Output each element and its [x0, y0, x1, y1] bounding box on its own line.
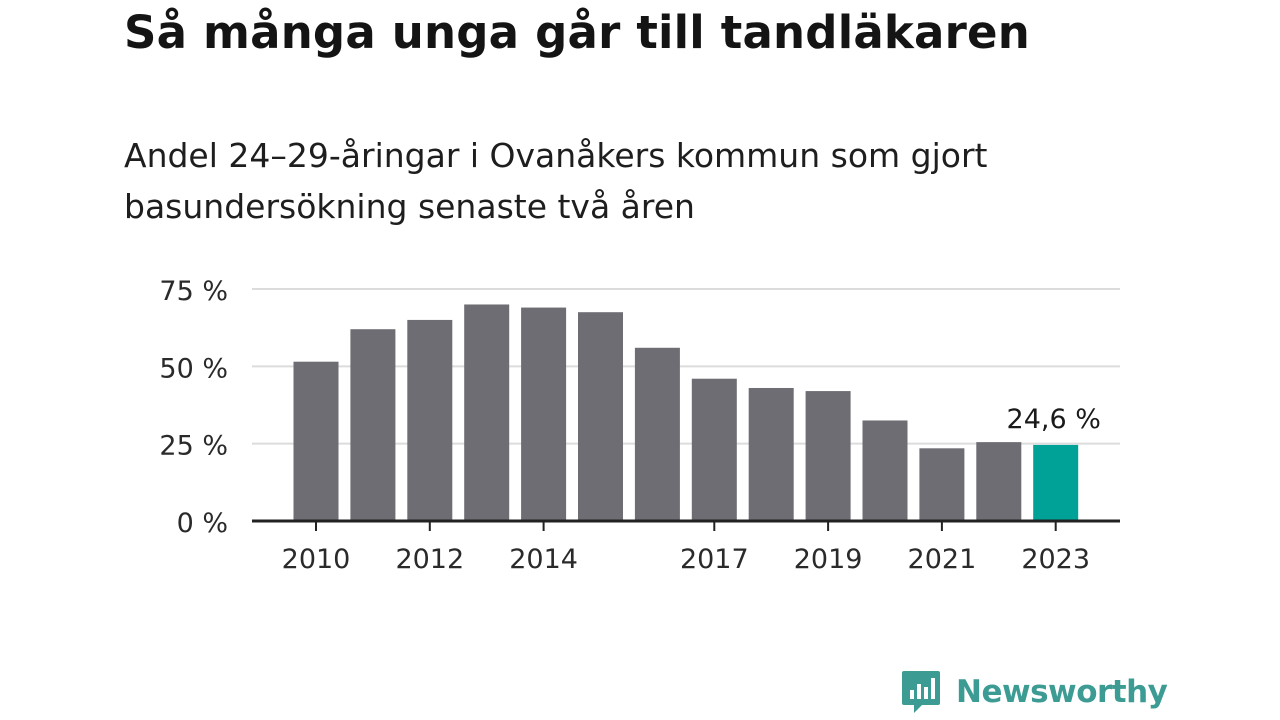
bar: [521, 307, 567, 521]
bar: [919, 448, 965, 521]
y-tick-label: 25 %: [159, 431, 228, 462]
bar-chart: 0 % 25 % 50 % 75 % 2010 2012 2014 2017 2019 2021 2…: [159, 276, 1120, 575]
x-tick-label: 2017: [680, 544, 749, 575]
bar: [578, 312, 623, 521]
y-tick-label: 75 %: [159, 276, 228, 307]
bar: [350, 329, 396, 521]
x-tick-label: 2023: [1021, 544, 1090, 575]
bar: [691, 378, 737, 521]
bar-highlight: [1033, 444, 1079, 521]
data-label: 24,6 %: [1007, 404, 1101, 435]
bar: [634, 347, 680, 521]
x-tick-label: 2021: [908, 544, 977, 575]
chart-subtitle: Andel 24–29-åringar i Ovanåkers kommun s…: [124, 136, 988, 226]
logo-text: Newsworthy: [956, 674, 1168, 710]
newsworthy-logo[interactable]: Newsworthy: [900, 668, 1168, 716]
bar: [862, 420, 908, 521]
chart-title: Så många unga går till tandläkaren: [124, 6, 1030, 59]
x-tick-label: 2012: [395, 544, 464, 575]
y-tick-label: 0 %: [177, 508, 228, 539]
bar: [976, 442, 1022, 521]
bar: [464, 304, 510, 521]
y-tick-label: 50 %: [159, 353, 228, 384]
x-tick-label: 2019: [794, 544, 863, 575]
bar: [293, 361, 339, 521]
x-tick-label: 2010: [282, 544, 351, 575]
bar-chart-speech-bubble-icon: [902, 671, 940, 713]
bar: [805, 391, 851, 521]
bar: [748, 387, 794, 521]
x-tick-label: 2014: [509, 544, 578, 575]
bar: [407, 319, 453, 521]
